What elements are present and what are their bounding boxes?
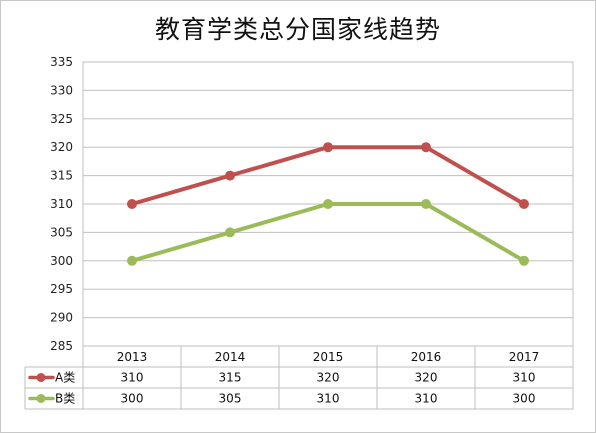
table-value: 300 <box>513 392 536 406</box>
y-tick-label: 310 <box>50 197 73 211</box>
series-lines <box>127 142 529 266</box>
table-value: 320 <box>415 371 438 385</box>
data-point <box>421 199 431 209</box>
y-tick-label: 295 <box>50 282 73 296</box>
data-point <box>127 255 137 266</box>
table-value: 310 <box>121 371 144 385</box>
y-tick-label: 305 <box>50 225 73 239</box>
y-tick-label: 285 <box>50 339 73 353</box>
data-point <box>127 199 137 209</box>
table-value: 320 <box>317 371 340 385</box>
y-tick-label: 335 <box>50 55 73 69</box>
y-tick-label: 315 <box>50 169 73 183</box>
legend-key-marker <box>36 394 46 403</box>
data-point <box>421 142 431 153</box>
x-category-label: 2016 <box>411 350 442 364</box>
y-tick-label: 320 <box>50 140 73 154</box>
legend-series-name: A类 <box>55 371 75 385</box>
y-tick-label: 300 <box>50 254 73 268</box>
y-tick-label: 290 <box>50 311 73 325</box>
table-value: 310 <box>513 371 536 385</box>
data-point <box>323 199 333 209</box>
x-category-label: 2015 <box>313 350 344 364</box>
legend-key-marker <box>36 373 46 382</box>
table-value: 305 <box>219 392 242 406</box>
legend-series-name: B类 <box>55 392 75 406</box>
table-value: 300 <box>121 392 144 406</box>
y-axis-ticks: 285 290 295 300 305 310 315 320 325 330 335 <box>50 55 73 353</box>
x-category-label: 2017 <box>509 350 540 364</box>
table-value: 310 <box>317 392 340 406</box>
y-tick-label: 330 <box>50 83 73 97</box>
data-table: 2013 2014 2015 2016 2017 A类 310 315 320 320 310 B类 3… <box>24 62 574 410</box>
data-point <box>323 142 333 153</box>
data-point <box>225 170 235 181</box>
data-point <box>225 227 235 238</box>
chart-title: 教育学类总分国家线趋势 <box>154 15 441 44</box>
x-category-label: 2013 <box>117 350 148 364</box>
data-point <box>519 199 529 209</box>
table-value: 315 <box>219 371 242 385</box>
y-tick-label: 325 <box>50 112 73 126</box>
data-point <box>519 255 529 266</box>
x-category-label: 2014 <box>215 350 246 364</box>
table-value: 310 <box>415 392 438 406</box>
